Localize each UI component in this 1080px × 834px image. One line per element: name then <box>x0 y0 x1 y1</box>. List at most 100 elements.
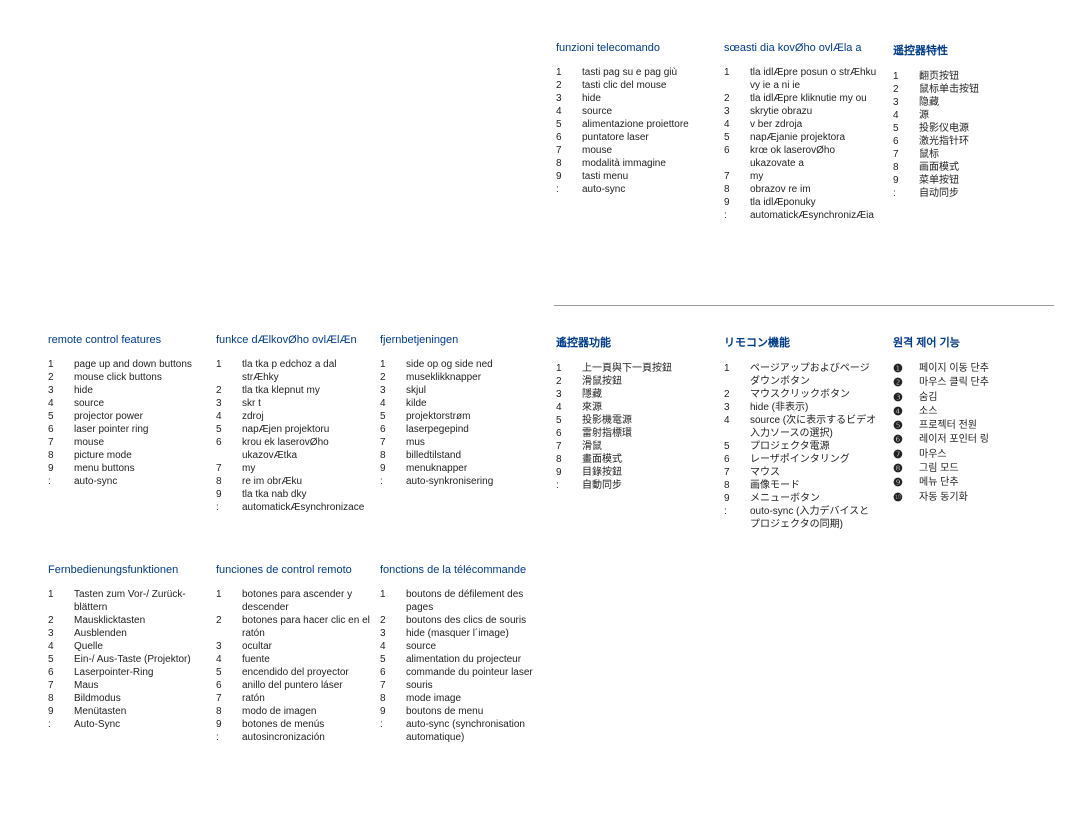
item-text: museklikknapper <box>406 371 540 384</box>
item-text: krœ ok laserovØho ukazovate a <box>750 144 884 170</box>
item-text: mus <box>406 436 540 449</box>
item-number: 8 <box>893 161 919 174</box>
item-text: botones de menús <box>242 718 376 731</box>
item-number: 3 <box>380 627 406 640</box>
item-text: zdroj <box>242 410 376 423</box>
item-text: Tasten zum Vor-/ Zurück-blättern <box>74 588 208 614</box>
item-text: botones para hacer clic en el ratón <box>242 614 376 640</box>
item-number: 7 <box>893 148 919 161</box>
item-number: 6 <box>380 423 406 436</box>
list-item: 7mouse <box>556 144 716 157</box>
item-number: 4 <box>216 410 242 423</box>
block-title: Fernbedienungsfunktionen <box>48 564 208 576</box>
item-text: menu buttons <box>74 462 208 475</box>
item-number: 5 <box>380 410 406 423</box>
list-item: 3hide <box>556 92 716 105</box>
item-text: picture mode <box>74 449 208 462</box>
item-text: kilde <box>406 397 540 410</box>
block-title: 원격 제어 기능 <box>893 334 1053 350</box>
item-number: 7 <box>380 679 406 692</box>
item-text: 画像モード <box>750 479 884 492</box>
lang-block-korean: 원격 제어 기능❶페이지 이동 단추❷마우스 클릭 단추❸숨김❹소스❺프로젝터 … <box>893 334 1053 505</box>
item-number: 9 <box>556 170 582 183</box>
list-item: 9boutons de menu <box>380 705 550 718</box>
list-item: 7mus <box>380 436 540 449</box>
list-item: 4source <box>556 105 716 118</box>
block-title: 遥控器特性 <box>893 42 1053 58</box>
lang-block-french: fonctions de la télécommande1boutons de … <box>380 564 550 744</box>
list-item: 8画面模式 <box>893 161 1053 174</box>
item-text: 雷射指標環 <box>582 427 716 440</box>
item-number: 6 <box>724 453 750 466</box>
item-text: source <box>582 105 716 118</box>
item-number: 8 <box>380 692 406 705</box>
list-item: 8畫面模式 <box>556 453 716 466</box>
list-item: 7my <box>724 170 884 183</box>
list-item: 2鼠标单击按钮 <box>893 83 1053 96</box>
item-number: 3 <box>893 96 919 109</box>
item-number: 3 <box>724 105 750 118</box>
item-number: ❻ <box>893 433 919 447</box>
item-number: 1 <box>724 66 750 92</box>
item-text: hide (非表示) <box>750 401 884 414</box>
list-item: ❺프로젝터 전원 <box>893 419 1053 433</box>
list-item: :autosincronización <box>216 731 376 744</box>
list-item: ❶페이지 이동 단추 <box>893 362 1053 376</box>
item-number: : <box>724 505 750 531</box>
item-text: 프로젝터 전원 <box>919 419 1053 433</box>
item-number: 6 <box>893 135 919 148</box>
item-number: 5 <box>216 423 242 436</box>
item-number: 1 <box>556 362 582 375</box>
item-number: 2 <box>724 92 750 105</box>
list-item: 2Mausklicktasten <box>48 614 208 627</box>
item-text: modalità immagine <box>582 157 716 170</box>
item-text: 画面模式 <box>919 161 1053 174</box>
item-text: 激光指针环 <box>919 135 1053 148</box>
list-item: 4source <box>48 397 208 410</box>
list-item: 9メニューボタン <box>724 492 884 505</box>
item-number: 6 <box>48 666 74 679</box>
list-item: 7mouse <box>48 436 208 449</box>
item-text: boutons des clics de souris <box>406 614 550 627</box>
item-number: : <box>556 183 582 196</box>
item-text: tasti clic del mouse <box>582 79 716 92</box>
item-text: Menütasten <box>74 705 208 718</box>
list-item: 8mode image <box>380 692 550 705</box>
item-number: 4 <box>48 397 74 410</box>
list-item: 7Maus <box>48 679 208 692</box>
list-item: 5Ein-/ Aus-Taste (Projektor) <box>48 653 208 666</box>
item-number: 4 <box>556 401 582 414</box>
list-item: 5projector power <box>48 410 208 423</box>
list-item: 7鼠标 <box>893 148 1053 161</box>
item-text: laser pointer ring <box>74 423 208 436</box>
item-number: 2 <box>48 614 74 627</box>
list-item: 6Laserpointer-Ring <box>48 666 208 679</box>
block-title: 遙控器功能 <box>556 334 716 350</box>
list-item: 1Tasten zum Vor-/ Zurück-blättern <box>48 588 208 614</box>
list-item: 3隐藏 <box>893 96 1053 109</box>
list-item: 5napÆjen projektoru <box>216 423 376 436</box>
list-item: 2botones para hacer clic en el ratón <box>216 614 376 640</box>
item-number: ❶ <box>893 362 919 376</box>
item-number: 3 <box>48 627 74 640</box>
item-text: my <box>750 170 884 183</box>
item-text: hide <box>74 384 208 397</box>
list-item: :auto-synkronisering <box>380 475 540 488</box>
list-item: 6レーザポインタリング <box>724 453 884 466</box>
list-item: 3skjul <box>380 384 540 397</box>
list-item: ❷마우스 클릭 단추 <box>893 376 1053 390</box>
item-number: 5 <box>556 414 582 427</box>
list-item: 5projektorstrøm <box>380 410 540 423</box>
list-item: 3Ausblenden <box>48 627 208 640</box>
item-number: 2 <box>216 614 242 640</box>
item-text: 自动同步 <box>919 187 1053 200</box>
item-text: tasti menu <box>582 170 716 183</box>
item-number: : <box>216 731 242 744</box>
item-number: 4 <box>893 109 919 122</box>
item-text: tla idlÆponuky <box>750 196 884 209</box>
list-item: :Auto-Sync <box>48 718 208 731</box>
item-number: 8 <box>48 692 74 705</box>
item-text: hide <box>582 92 716 105</box>
item-number: 5 <box>48 653 74 666</box>
item-text: tla idlÆpre kliknutie my ou <box>750 92 884 105</box>
